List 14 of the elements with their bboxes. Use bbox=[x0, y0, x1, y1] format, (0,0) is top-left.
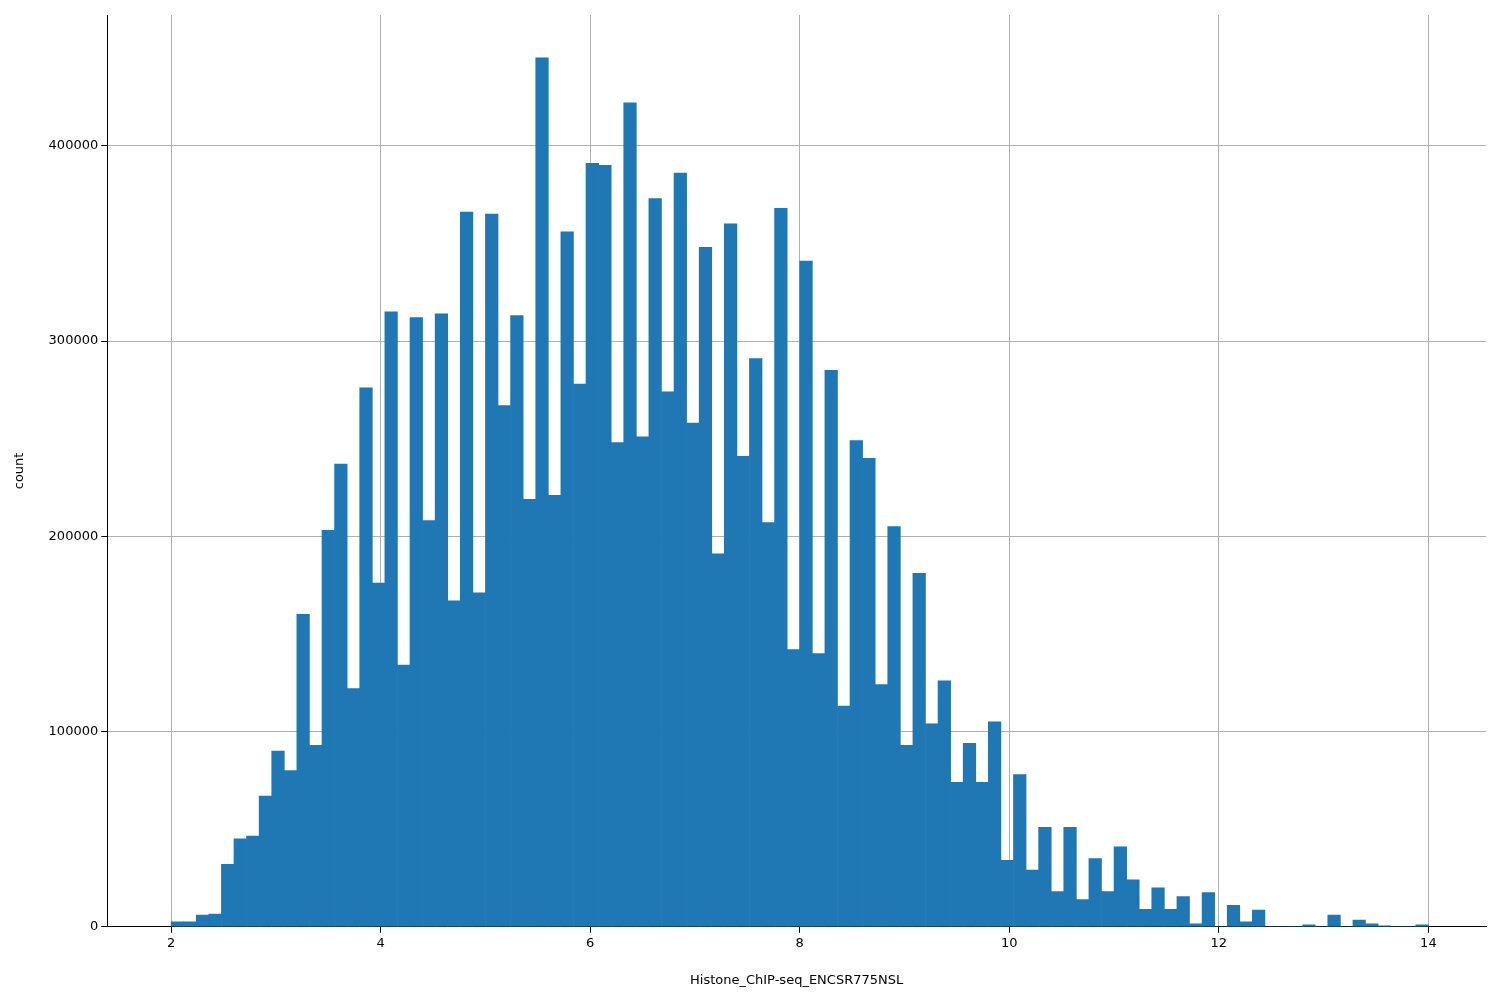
y-tick-label: 300000 bbox=[48, 332, 99, 348]
y-axis-title: count bbox=[11, 452, 27, 490]
x-tick-label: 8 bbox=[795, 934, 804, 950]
y-tick-label: 400000 bbox=[48, 137, 99, 153]
x-tick-label: 2 bbox=[167, 934, 176, 950]
y-tick-label: 200000 bbox=[48, 527, 99, 543]
x-tick-label: 4 bbox=[376, 934, 385, 950]
x-tick-label: 6 bbox=[586, 934, 595, 950]
x-tick-label: 14 bbox=[1420, 934, 1437, 950]
y-tick-label: 100000 bbox=[48, 722, 99, 738]
x-axis-title: Histone_ChIP-seq_ENCSR775NSL bbox=[690, 971, 904, 987]
y-tick-label: 0 bbox=[89, 918, 99, 934]
x-tick-label: 10 bbox=[1001, 934, 1018, 950]
x-tick-label: 12 bbox=[1210, 934, 1228, 950]
